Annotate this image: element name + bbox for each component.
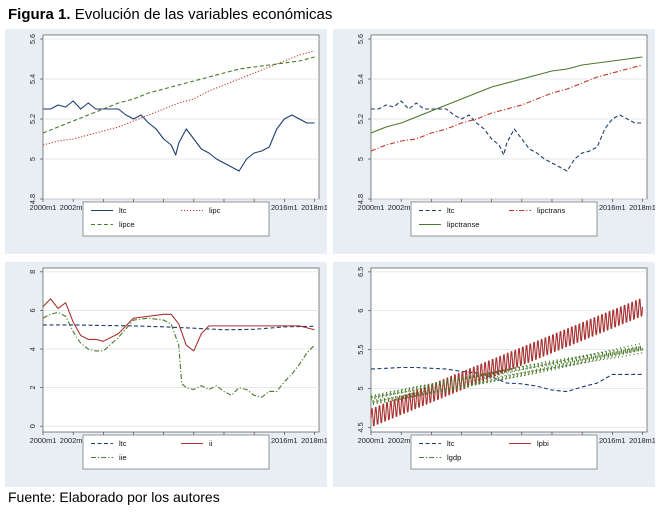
chart-svg: 4.855.25.45.62000m12002m12004m12006m1200… bbox=[356, 34, 655, 237]
y-tick-label: 6 bbox=[356, 309, 365, 313]
chart-panel-bottom-left: 024682000m12002m12004m12006m12008m12010m… bbox=[5, 262, 327, 487]
y-tick-label: 4 bbox=[28, 347, 37, 351]
y-tick-label: 4.8 bbox=[28, 194, 37, 204]
x-tick-label: 2016m1 bbox=[271, 203, 298, 212]
y-tick-label: 6.5 bbox=[356, 267, 365, 277]
series-line-ltc bbox=[370, 366, 643, 393]
chart-panel-top-left: 4.855.25.45.62000m12002m12004m12006m1200… bbox=[5, 29, 327, 254]
y-tick-label: 4.8 bbox=[356, 194, 365, 204]
series-line-iie bbox=[42, 311, 315, 398]
series-line-lpbi bbox=[370, 298, 644, 427]
series-line-lgdp bbox=[370, 343, 644, 405]
series-line-lipctrans bbox=[370, 64, 643, 152]
legend-label-lpbi: lpbi bbox=[537, 439, 549, 448]
legend-label-lipce: lipce bbox=[119, 220, 135, 229]
legend-box bbox=[410, 201, 598, 237]
legend-label-ltc: ltc bbox=[119, 439, 127, 448]
legend-label-ltc: ltc bbox=[119, 206, 127, 215]
x-tick-label: 2002m1 bbox=[388, 436, 415, 445]
y-tick-label: 5.5 bbox=[356, 344, 365, 354]
x-tick-label: 2016m1 bbox=[599, 436, 626, 445]
x-tick-label: 2018m1 bbox=[301, 203, 327, 212]
figure-source: Fuente: Elaborado por los autores bbox=[8, 489, 220, 505]
x-tick-label: 2018m1 bbox=[629, 203, 655, 212]
legend-box bbox=[82, 201, 270, 237]
y-tick-label: 8 bbox=[28, 270, 37, 274]
series-line-lipctranse bbox=[370, 56, 643, 134]
series-line-lipc bbox=[42, 50, 315, 146]
legend-label-lipc: lipc bbox=[209, 206, 221, 215]
y-tick-label: 5.2 bbox=[356, 114, 365, 124]
x-tick-label: 2000m1 bbox=[358, 203, 385, 212]
figure-title-text: Evolución de las variables económicas bbox=[74, 6, 333, 23]
y-tick-label: 5.2 bbox=[28, 114, 37, 124]
y-tick-label: 0 bbox=[28, 424, 37, 428]
y-tick-label: 5 bbox=[356, 157, 365, 161]
legend-box bbox=[410, 434, 598, 470]
y-tick-label: 5 bbox=[28, 157, 37, 161]
y-tick-label: 5.4 bbox=[356, 74, 365, 84]
y-tick-label: 2 bbox=[28, 386, 37, 390]
y-tick-label: 6 bbox=[28, 308, 37, 312]
legend-label-lgdp: lgdp bbox=[447, 453, 461, 462]
x-tick-label: 2002m1 bbox=[60, 436, 87, 445]
plot-area bbox=[370, 34, 648, 200]
legend-box bbox=[82, 434, 270, 470]
x-tick-label: 2002m1 bbox=[388, 203, 415, 212]
y-tick-label: 5.4 bbox=[28, 74, 37, 84]
legend-label-lipctranse: lipctranse bbox=[447, 220, 480, 229]
legend-label-ltc: ltc bbox=[447, 439, 455, 448]
series-line-ltc bbox=[43, 100, 315, 172]
x-tick-label: 2000m1 bbox=[30, 436, 57, 445]
x-tick-label: 2016m1 bbox=[599, 203, 626, 212]
chart-panel-top-right: 4.855.25.45.62000m12002m12004m12006m1200… bbox=[333, 29, 655, 254]
chart-panel-bottom-right: 4.555.566.52000m12002m12004m12006m12008m… bbox=[333, 262, 655, 487]
figure-title: Figura 1. Evolución de las variables eco… bbox=[8, 6, 332, 23]
chart-svg: 4.555.566.52000m12002m12004m12006m12008m… bbox=[356, 267, 655, 470]
legend-label-lipctrans: lipctrans bbox=[537, 206, 565, 215]
figure-label: Figura 1. bbox=[8, 6, 71, 23]
y-tick-label: 5.6 bbox=[356, 34, 365, 44]
legend-label-ii: ii bbox=[209, 439, 213, 448]
y-tick-label: 5 bbox=[356, 386, 365, 390]
plot-area bbox=[42, 267, 320, 433]
legend-label-ltc: ltc bbox=[447, 206, 455, 215]
chart-svg: 4.855.25.45.62000m12002m12004m12006m1200… bbox=[28, 34, 327, 237]
series-line-ii bbox=[42, 298, 315, 352]
x-tick-label: 2000m1 bbox=[358, 436, 385, 445]
x-tick-label: 2002m1 bbox=[60, 203, 87, 212]
y-tick-label: 5.6 bbox=[28, 34, 37, 44]
y-tick-label: 4.5 bbox=[356, 422, 365, 432]
x-tick-label: 2018m1 bbox=[629, 436, 655, 445]
legend-label-iie: iie bbox=[119, 453, 127, 462]
x-tick-label: 2016m1 bbox=[271, 436, 298, 445]
plot-area bbox=[42, 34, 320, 200]
chart-svg: 024682000m12002m12004m12006m12008m12010m… bbox=[28, 267, 327, 470]
series-line-ltc bbox=[371, 100, 643, 172]
x-tick-label: 2018m1 bbox=[301, 436, 327, 445]
series-line-lipce bbox=[42, 56, 315, 134]
x-tick-label: 2000m1 bbox=[30, 203, 57, 212]
